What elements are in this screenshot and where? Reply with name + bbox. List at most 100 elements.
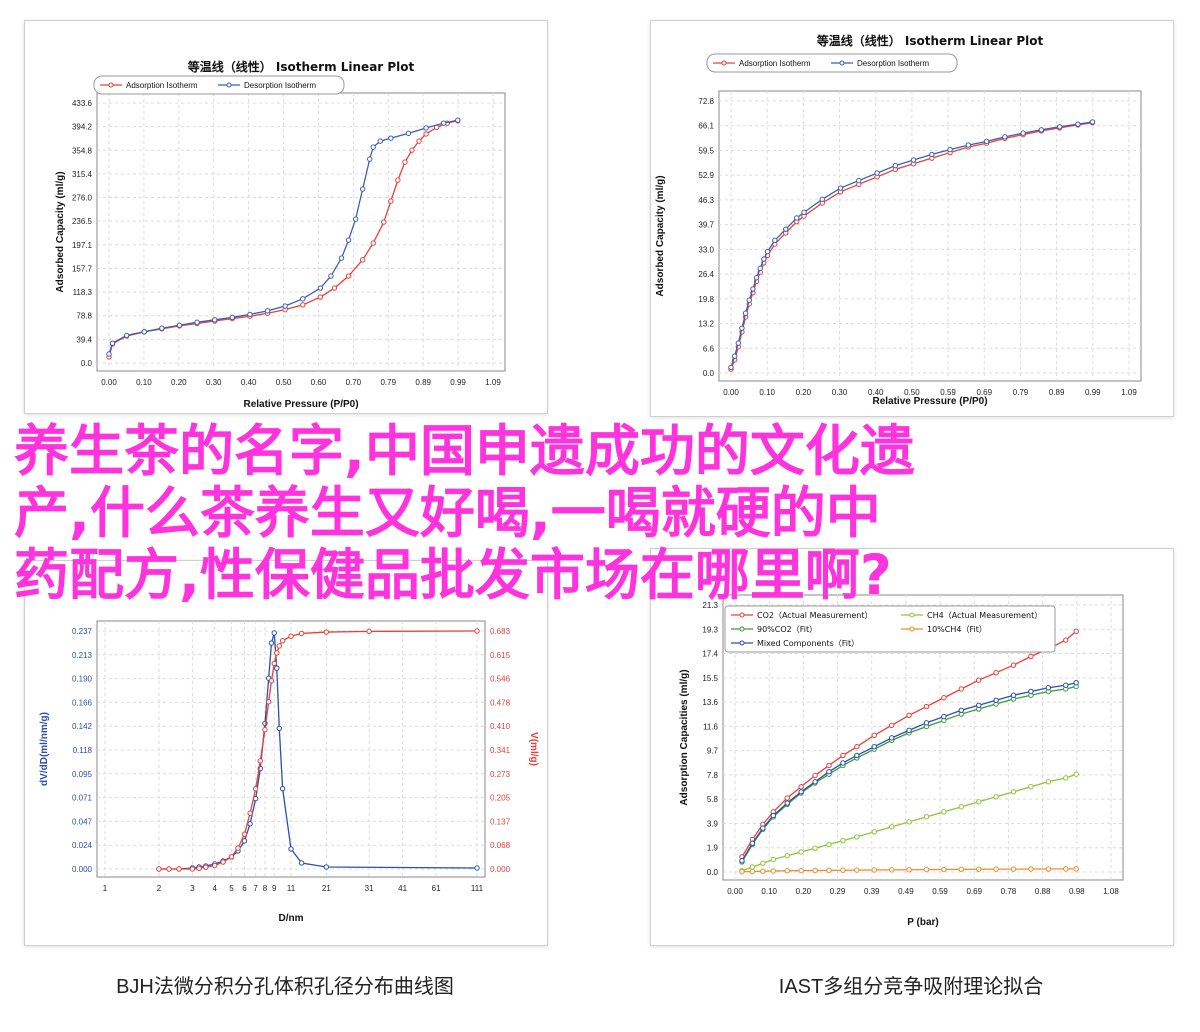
data-point xyxy=(749,840,756,846)
data-point xyxy=(1045,779,1052,785)
y-tick-label: 0.095 xyxy=(72,770,93,779)
y-tick-label: 0.190 xyxy=(72,675,93,684)
y-tick-label: 9.7 xyxy=(707,747,719,756)
y-tick-label: 197.1 xyxy=(72,241,93,250)
data-point xyxy=(300,296,306,302)
data-point xyxy=(784,868,790,874)
y-tick-label: 66.1 xyxy=(698,122,714,131)
data-point xyxy=(770,868,776,874)
legend-label: 90%CO2（Fit） xyxy=(757,625,817,634)
data-point xyxy=(794,215,800,221)
overlay-line-1: 养生茶的名字,中国申遗成功的文化遗 xyxy=(14,419,915,483)
x-tick-label: 3 xyxy=(190,884,195,893)
data-point xyxy=(784,800,790,806)
data-point xyxy=(440,120,447,126)
plot-area xyxy=(718,90,1142,382)
bjh-chart: 1 2 3 4 5 6 7 8 9 11 21 31 41 61 111 0.000 0.024 0.047 0.0… xyxy=(39,620,539,924)
x-tick-label: 7 xyxy=(253,884,258,893)
isotherm-left-chart: 0.00 0.10 0.20 0.30 0.40 0.50 0.60 0.70 0.79 0.89… xyxy=(55,59,506,410)
data-point xyxy=(229,314,236,321)
data-point xyxy=(228,854,235,860)
data-point xyxy=(888,867,895,873)
y-tick-label: 0.024 xyxy=(72,841,93,850)
data-point xyxy=(1002,134,1008,140)
x-tick-label: 0.49 xyxy=(898,887,914,896)
data-point xyxy=(906,712,912,719)
data-point xyxy=(416,138,422,144)
y-axis-label: Adsorbed Capacity (ml/g) xyxy=(55,171,66,292)
data-point xyxy=(1045,866,1052,872)
data-point xyxy=(976,866,982,872)
caption-bjh: BJH法微分积分孔体积孔径分布曲线图 xyxy=(116,976,454,998)
data-point xyxy=(941,809,947,815)
caption-iast: IAST多组分竞争吸附理论拟合 xyxy=(778,976,1044,998)
data-point xyxy=(257,758,264,764)
data-point xyxy=(871,829,877,835)
data-point xyxy=(381,219,387,225)
data-point xyxy=(958,707,964,713)
data-point xyxy=(812,845,818,851)
y-tick-label: 118.3 xyxy=(73,288,93,297)
x-tick-label: 0.70 xyxy=(346,378,362,387)
data-point xyxy=(395,177,401,183)
data-point xyxy=(323,864,330,870)
data-point xyxy=(359,186,366,192)
data-point xyxy=(288,633,294,639)
data-point xyxy=(764,248,771,255)
y-right-tick-label: 0.615 xyxy=(490,651,511,660)
data-point xyxy=(958,804,964,810)
chart-panel-isotherm-right: 0.00 0.10 0.20 0.30 0.40 0.50 0.59 0.69 0.79 0.89… xyxy=(650,20,1174,417)
y-right-tick-label: 0.000 xyxy=(490,865,511,874)
data-point xyxy=(871,867,877,873)
data-point xyxy=(423,125,429,131)
data-point xyxy=(856,177,862,184)
data-point xyxy=(1073,628,1079,635)
data-point xyxy=(760,825,766,831)
x-tick-label: 1.09 xyxy=(1121,388,1137,397)
data-point xyxy=(282,303,288,309)
data-point xyxy=(892,162,899,169)
x-tick-label: 0.40 xyxy=(241,378,257,387)
data-point xyxy=(840,752,846,759)
data-point xyxy=(388,135,394,141)
data-point xyxy=(338,255,345,261)
data-point xyxy=(247,821,253,827)
data-point xyxy=(760,868,766,874)
data-point xyxy=(750,286,756,292)
data-point xyxy=(212,862,218,869)
x-tick-label: 0.30 xyxy=(832,388,848,397)
data-point xyxy=(156,866,162,872)
x-axis-label: Relative Pressure (P/P0) xyxy=(243,399,358,410)
chart-panel-isotherm-left: 0.00 0.10 0.20 0.30 0.40 0.50 0.60 0.70 0.79 0.89… xyxy=(24,20,548,414)
legend-label: Adsorption Isotherm xyxy=(739,59,811,68)
data-point xyxy=(1063,637,1069,643)
data-point xyxy=(753,275,760,281)
x-tick-label: 1.08 xyxy=(1103,887,1119,896)
data-point xyxy=(923,720,930,726)
data-point xyxy=(976,799,982,805)
y-tick-label: 0.071 xyxy=(72,794,93,803)
data-point xyxy=(328,273,334,279)
data-point xyxy=(241,838,248,844)
x-tick-label: 21 xyxy=(322,884,331,893)
data-point xyxy=(941,713,947,720)
data-point xyxy=(749,864,756,870)
y-tick-label: 0.166 xyxy=(72,698,93,707)
data-point xyxy=(923,866,930,873)
data-point xyxy=(906,867,912,873)
data-point xyxy=(739,858,745,864)
x-tick-label: 0.29 xyxy=(830,887,846,896)
y-right-tick-label: 0.546 xyxy=(490,675,511,684)
data-point xyxy=(1028,784,1034,790)
data-point xyxy=(929,151,935,158)
y-tick-label: 433.6 xyxy=(72,99,93,108)
y-tick-label: 0.000 xyxy=(72,865,93,874)
data-point xyxy=(888,735,895,741)
x-tick-label: 5 xyxy=(229,884,234,893)
data-point xyxy=(761,256,767,262)
data-point xyxy=(798,849,804,855)
data-point xyxy=(993,794,999,800)
data-point xyxy=(923,703,930,710)
data-point xyxy=(176,322,183,328)
y-tick-label: 19.8 xyxy=(698,295,714,304)
